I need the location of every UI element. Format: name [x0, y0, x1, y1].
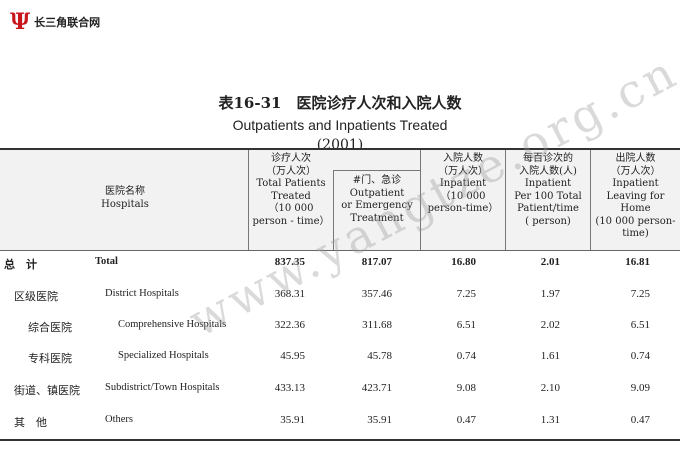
cell-value: 311.68 [362, 319, 392, 331]
header-line: （10 000 [440, 190, 486, 202]
cell-value: 837.35 [274, 256, 305, 268]
header-line: Total Patients [256, 178, 326, 189]
header-background [0, 150, 680, 250]
cell-value: 423.71 [361, 382, 392, 394]
cell-value: 1.61 [540, 350, 560, 362]
cell-value: 35.91 [280, 414, 305, 426]
row-label-cn: 其 他 [14, 416, 47, 429]
row-label-en: Others [105, 414, 133, 425]
cell-value: 433.13 [274, 382, 305, 394]
header-line: Treated [271, 190, 311, 202]
row-label-cn: 区级医院 [14, 290, 58, 303]
cell-value: 35.91 [367, 414, 392, 426]
column-divider [333, 170, 334, 250]
header-line: 入院人数(人) [519, 165, 577, 177]
header-leaving: 出院人数 （万人次） Inpatient Leaving for Home (1… [591, 153, 680, 241]
header-line: (10 000 person- [595, 215, 676, 227]
cell-value: 1.31 [540, 414, 560, 426]
cell-value: 16.80 [451, 256, 476, 268]
table-title-en: Outpatients and Inpatients Treated [232, 117, 448, 133]
header-line: person-time） [427, 203, 499, 214]
header-line: Inpatient [439, 178, 487, 189]
header-line: time) [622, 228, 649, 239]
header-line: Patient/time [517, 203, 579, 214]
header-line: ( person) [525, 215, 571, 227]
header-outpatient: #门、急诊 Outpatient or Emergency Treatment [334, 175, 420, 225]
header-line: or Emergency [341, 200, 413, 211]
cell-value: 817.07 [361, 256, 392, 268]
cell-value: 45.78 [367, 350, 392, 362]
cell-value: 0.47 [456, 414, 476, 426]
row-label-en: Comprehensive Hospitals [118, 319, 227, 330]
cell-value: 2.10 [540, 382, 560, 394]
cell-value: 45.95 [280, 350, 305, 362]
cell-value: 6.51 [630, 319, 650, 331]
header-rule [0, 250, 680, 251]
cell-value: 7.25 [456, 288, 476, 300]
column-divider [420, 150, 421, 250]
row-label-en: District Hospitals [105, 288, 179, 299]
header-line: person - time） [252, 215, 330, 227]
header-line: （10 000 [268, 203, 314, 214]
row-label-en: Subdistrict/Town Hospitals [105, 382, 220, 393]
column-divider [505, 150, 506, 250]
row-label-cn: 综合医院 [28, 321, 72, 334]
row-label-cn: 街道、镇医院 [14, 384, 80, 397]
subheader-rule [333, 170, 420, 171]
cell-value: 9.08 [456, 382, 476, 394]
logo-text: 长三角联合网 [34, 16, 101, 29]
header-line: （万人次） [266, 165, 316, 177]
column-divider [248, 150, 249, 250]
row-label-cn: 总 计 [4, 258, 37, 271]
header-line: （万人次） [438, 165, 488, 177]
row-label-en: Total [95, 256, 118, 267]
header-line: Inpatient [524, 178, 572, 189]
cell-value: 357.46 [361, 288, 392, 300]
cell-value: 6.51 [456, 319, 476, 331]
header-line: 诊疗人次 [271, 153, 311, 164]
row-label-cn: 专科医院 [28, 352, 72, 365]
table-title-cn: 表16-31 医院诊疗人次和入院人数 [218, 94, 462, 112]
bottom-rule [0, 439, 680, 441]
header-line: #门、急诊 [352, 175, 402, 186]
cell-value: 2.01 [540, 256, 560, 268]
cell-value: 0.47 [630, 414, 650, 426]
header-line: Hospitals [101, 198, 149, 210]
site-logo: Ψ 长三角联合网 [10, 9, 101, 35]
header-line: Treatment [350, 212, 404, 224]
header-line: Outpatient [349, 187, 405, 199]
header-line: （万人次） [610, 165, 661, 177]
cell-value: 322.36 [274, 319, 305, 331]
cell-value: 0.74 [630, 350, 650, 362]
row-label-en: Specialized Hospitals [118, 350, 209, 361]
cell-value: 0.74 [456, 350, 476, 362]
header-line: 出院人数 [615, 153, 656, 164]
header-line: Per 100 Total [514, 190, 582, 202]
top-rule [0, 148, 680, 150]
header-total-patients: 诊疗人次 （万人次） Total Patients Treated （10 00… [249, 153, 333, 228]
header-line: 每百诊次的 [523, 153, 573, 164]
header-per100: 每百诊次的 入院人数(人) Inpatient Per 100 Total Pa… [506, 153, 590, 228]
header-hospitals: 医院名称 Hospitals [60, 186, 190, 211]
cell-value: 16.81 [625, 256, 650, 268]
header-line: Inpatient [612, 178, 659, 189]
cell-value: 1.97 [540, 288, 560, 300]
cell-value: 2.02 [540, 319, 560, 331]
header-line: 入院人数 [443, 153, 483, 164]
psi-logo-icon: Ψ [10, 9, 31, 35]
cell-value: 9.09 [630, 382, 650, 394]
cell-value: 368.31 [274, 288, 305, 300]
cell-value: 7.25 [630, 288, 650, 300]
header-inpatient: 入院人数 （万人次） Inpatient （10 000 person-time… [421, 153, 505, 216]
header-line: 医院名称 [105, 186, 145, 197]
column-divider [590, 150, 591, 250]
header-line: Leaving for Home [606, 190, 665, 215]
